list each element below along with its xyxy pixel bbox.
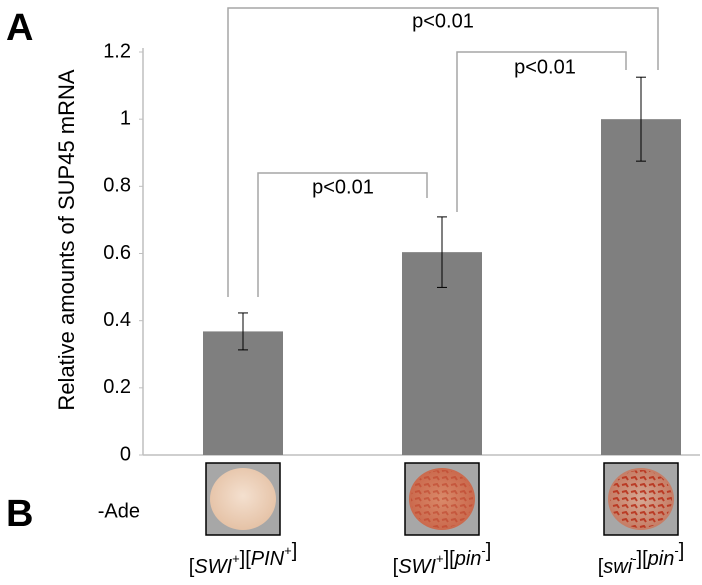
y-axis-title: Relative amounts of SUP45 mRNA [54, 69, 79, 410]
plate-label: -Ade [98, 500, 140, 522]
significance-label: p<0.01 [412, 10, 474, 32]
significance-bracket [456, 51, 627, 212]
x-tick-label: [swi-][pin-] [598, 540, 685, 578]
y-tick-label: 0 [120, 443, 131, 465]
panel-label: A [6, 7, 33, 49]
bar [601, 119, 681, 456]
significance-label: p<0.01 [312, 176, 374, 198]
y-tick-label: 0.8 [103, 175, 131, 197]
x-tick-label: [SWI+][pin-] [393, 540, 492, 578]
significance-bracket [257, 172, 428, 297]
x-tick-label: [SWI+][PIN+] [189, 540, 298, 578]
plate-image [205, 462, 281, 536]
colony-texture [610, 470, 672, 528]
y-tick-label: 0.2 [103, 376, 131, 398]
bar [203, 331, 283, 455]
y-tick-label: 0.4 [103, 309, 131, 331]
plate-image [603, 462, 679, 536]
y-tick-label: 1.2 [103, 40, 131, 62]
significance-bracket [227, 7, 659, 297]
colony [210, 468, 276, 530]
y-tick-label: 1 [120, 107, 131, 129]
y-tick-label: 0.6 [103, 242, 131, 264]
significance-label: p<0.01 [514, 56, 576, 78]
panel-label: B [6, 493, 33, 535]
colony-texture [411, 470, 473, 528]
plate-image [404, 462, 480, 536]
